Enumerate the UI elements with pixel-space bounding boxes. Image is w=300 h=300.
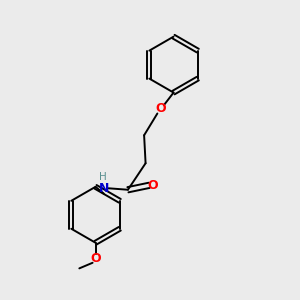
Text: O: O — [148, 179, 158, 192]
Text: H: H — [99, 172, 107, 182]
Text: O: O — [155, 102, 166, 115]
Text: N: N — [99, 182, 110, 195]
Text: O: O — [90, 252, 101, 265]
